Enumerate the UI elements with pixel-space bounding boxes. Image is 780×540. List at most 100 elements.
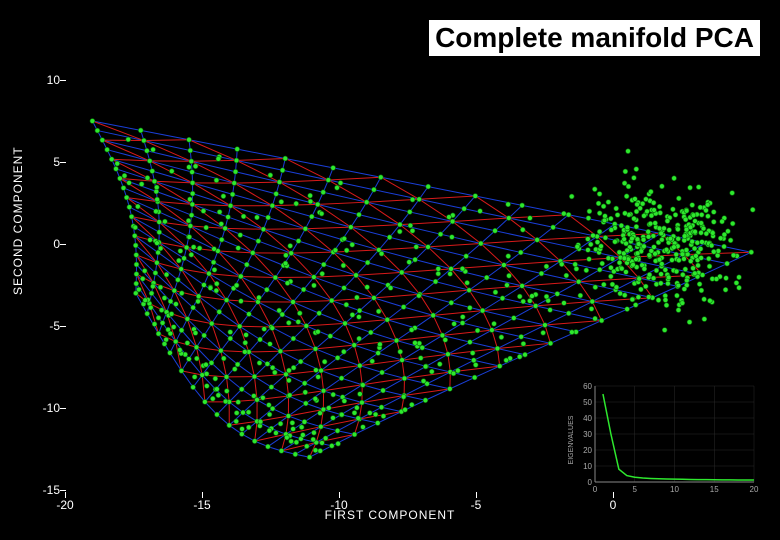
mesh-edge bbox=[312, 217, 351, 228]
data-point bbox=[338, 181, 343, 186]
data-point bbox=[657, 257, 662, 262]
data-point bbox=[216, 393, 221, 398]
data-point bbox=[398, 349, 403, 354]
y-tick-label: -5 bbox=[49, 319, 60, 333]
data-point bbox=[140, 276, 145, 281]
data-point bbox=[175, 277, 180, 282]
mesh-edge bbox=[199, 296, 212, 323]
mesh-edge bbox=[280, 349, 315, 351]
data-point bbox=[423, 398, 428, 403]
data-point bbox=[323, 436, 328, 441]
data-point bbox=[190, 202, 195, 207]
data-point bbox=[624, 194, 629, 199]
mesh-edge bbox=[579, 270, 600, 282]
data-point bbox=[608, 274, 613, 279]
data-point bbox=[360, 400, 365, 405]
data-point bbox=[311, 275, 316, 280]
data-point bbox=[682, 257, 687, 262]
data-point bbox=[136, 287, 141, 292]
data-point bbox=[618, 291, 623, 296]
data-point bbox=[523, 352, 528, 357]
mesh-edge bbox=[381, 177, 428, 186]
data-point bbox=[687, 320, 692, 325]
data-point bbox=[216, 156, 221, 161]
data-point bbox=[436, 271, 441, 276]
data-point bbox=[315, 202, 320, 207]
mesh-edge bbox=[280, 339, 293, 352]
data-point bbox=[252, 374, 257, 379]
data-point bbox=[335, 428, 340, 433]
data-point bbox=[619, 266, 624, 271]
data-point bbox=[449, 235, 454, 240]
data-point bbox=[228, 330, 233, 335]
data-point bbox=[676, 258, 681, 263]
data-point bbox=[505, 283, 510, 288]
mesh-edge bbox=[371, 332, 397, 340]
data-point bbox=[590, 299, 595, 304]
mesh-edge bbox=[315, 336, 330, 349]
mesh-edge bbox=[321, 371, 341, 379]
data-point bbox=[350, 242, 355, 247]
data-point bbox=[622, 293, 627, 298]
data-point bbox=[720, 219, 725, 224]
data-point bbox=[381, 414, 386, 419]
data-point bbox=[664, 303, 669, 308]
data-point bbox=[564, 273, 569, 278]
data-point bbox=[734, 281, 739, 286]
mesh-edge bbox=[234, 183, 276, 194]
data-point bbox=[420, 345, 425, 350]
data-point bbox=[212, 247, 217, 252]
mesh-edge bbox=[227, 377, 242, 389]
data-point bbox=[548, 341, 553, 346]
data-point bbox=[209, 360, 214, 365]
data-point bbox=[204, 384, 209, 389]
data-point bbox=[133, 243, 138, 248]
data-point bbox=[109, 157, 114, 162]
data-point bbox=[468, 340, 473, 345]
data-point bbox=[188, 148, 193, 153]
data-point bbox=[633, 303, 638, 308]
data-point bbox=[699, 221, 704, 226]
data-point bbox=[619, 223, 624, 228]
data-point bbox=[219, 237, 224, 242]
mesh-edge bbox=[319, 313, 345, 323]
data-point bbox=[331, 165, 336, 170]
mesh-edge bbox=[301, 349, 316, 362]
data-point bbox=[294, 440, 299, 445]
data-point bbox=[348, 225, 353, 230]
data-point bbox=[586, 248, 591, 253]
data-point bbox=[635, 202, 640, 207]
data-point bbox=[234, 411, 239, 416]
data-point bbox=[447, 386, 452, 391]
data-point bbox=[633, 197, 638, 202]
mesh-edge bbox=[483, 311, 492, 330]
mesh-edge bbox=[255, 421, 257, 441]
mesh-edge bbox=[466, 256, 504, 265]
data-point bbox=[697, 282, 702, 287]
mesh-edge bbox=[315, 345, 354, 349]
mesh-edge bbox=[189, 140, 237, 149]
data-point bbox=[460, 315, 465, 320]
mesh-edge bbox=[328, 177, 380, 180]
mesh-edge bbox=[285, 158, 333, 167]
data-point bbox=[517, 354, 522, 359]
data-point bbox=[342, 236, 347, 241]
data-point bbox=[223, 399, 228, 404]
mesh-edge bbox=[483, 311, 514, 318]
data-point bbox=[256, 300, 261, 305]
data-point bbox=[593, 316, 598, 321]
data-point bbox=[438, 232, 443, 237]
data-point bbox=[173, 339, 178, 344]
mesh-edge bbox=[202, 375, 205, 402]
mesh-edge bbox=[190, 151, 236, 161]
data-point bbox=[153, 271, 158, 276]
mesh-edge bbox=[537, 227, 553, 240]
data-point bbox=[274, 431, 279, 436]
mesh-edge bbox=[387, 320, 415, 328]
data-point bbox=[214, 281, 219, 286]
data-point bbox=[387, 235, 392, 240]
data-point bbox=[478, 209, 483, 214]
data-point bbox=[614, 285, 619, 290]
mesh-edge bbox=[272, 206, 311, 217]
data-point bbox=[127, 180, 132, 185]
